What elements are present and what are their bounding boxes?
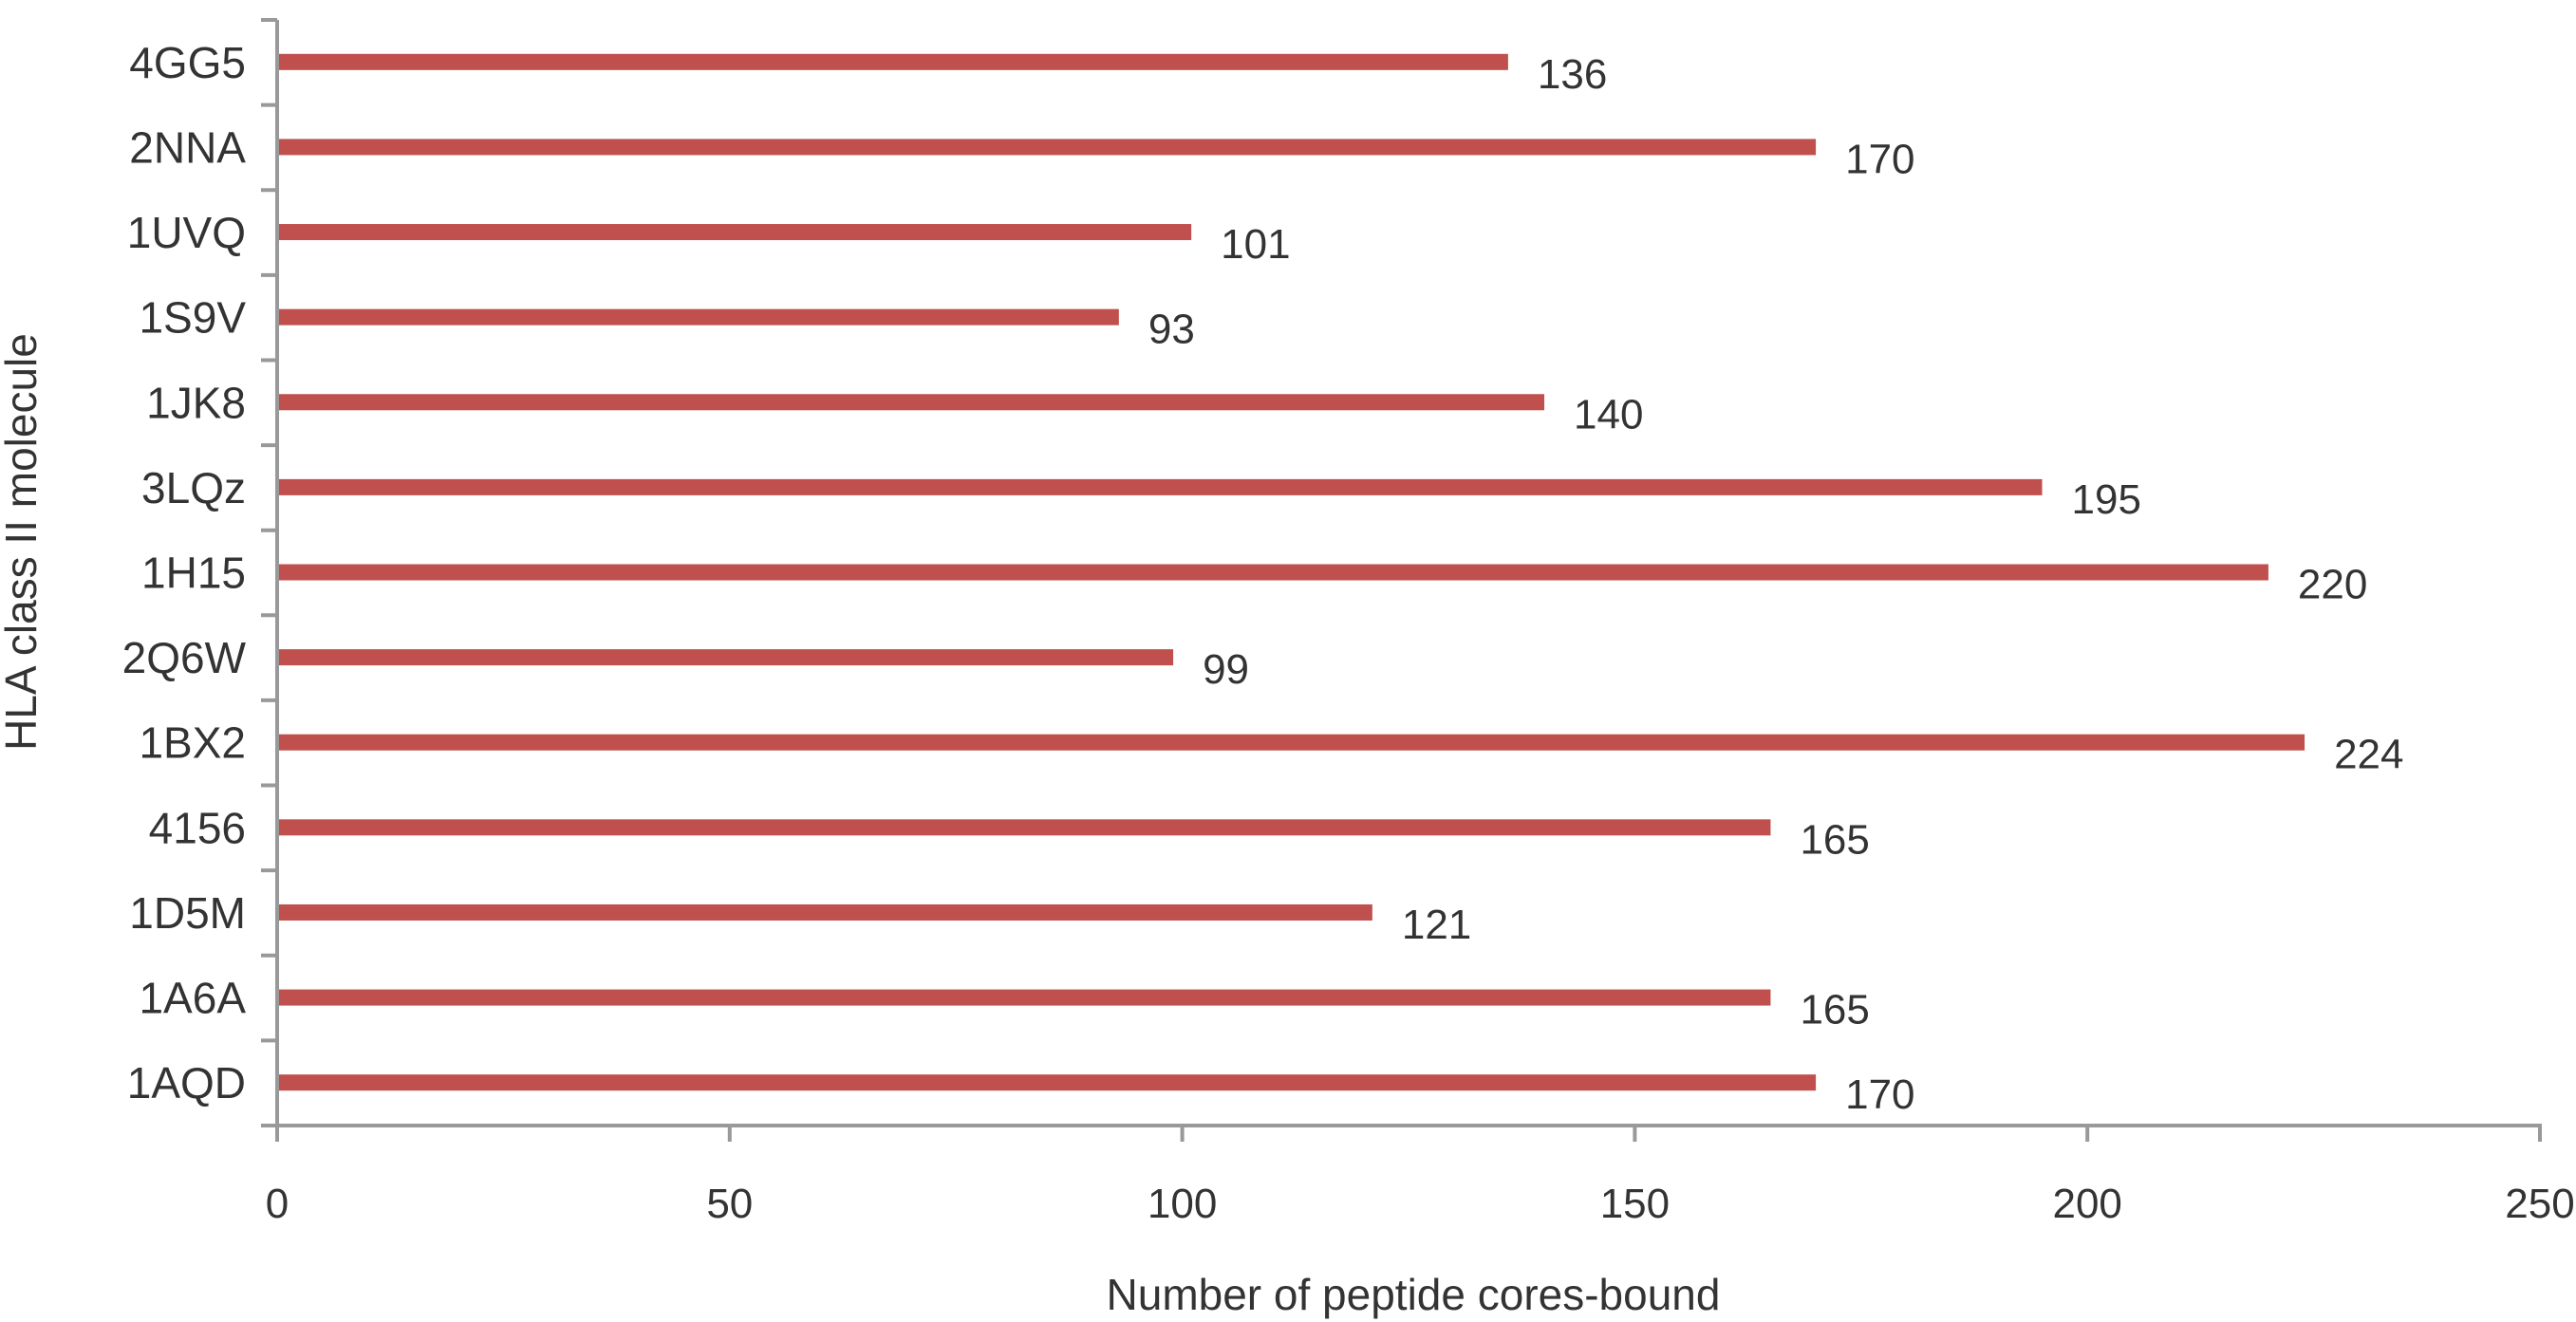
y-tick-label: 2NNA [129,122,246,172]
y-tick-label: 1JK8 [146,378,246,427]
data-label: 136 [1538,51,1607,98]
y-tick-label: 1A6A [139,974,246,1023]
bar-4GG5 [279,53,1508,70]
bar-1D5M [279,903,1372,921]
data-label: 101 [1221,221,1290,268]
bar-1H15 [279,564,2268,581]
data-label: 93 [1148,307,1195,353]
y-tick-label: 1UVQ [127,208,246,257]
data-label: 165 [1800,987,1869,1033]
data-label: 165 [1800,816,1869,863]
y-tick-label: 4GG5 [129,38,246,87]
y-tick-label: 1H15 [141,549,246,598]
x-tick-label: 250 [2505,1181,2574,1227]
bar-1A6A [279,989,1771,1006]
data-label: 140 [1574,391,1643,438]
x-tick-label: 0 [266,1181,289,1227]
data-label: 224 [2334,732,2403,778]
bar-1JK8 [279,394,1545,411]
y-axis-title: HLA class II molecule [0,333,46,751]
x-tick-label: 100 [1148,1181,1217,1227]
x-axis-title: Number of peptide cores-bound [1107,1270,1721,1319]
y-tick-label: 3LQz [141,463,246,512]
x-tick-label: 150 [1600,1181,1670,1227]
bar-3LQz [279,478,2043,495]
data-label: 170 [1845,1071,1914,1118]
bar-1BX2 [279,734,2305,751]
bar-4156 [279,819,1771,836]
y-tick-label: 2Q6W [122,633,247,682]
bar-1S9V [279,308,1119,326]
y-tick-label: 1BX2 [139,718,246,768]
y-tick-label: 1D5M [129,888,246,938]
bar-2Q6W [279,649,1174,666]
data-label: 170 [1845,136,1914,182]
y-tick-label: 1AQD [127,1058,246,1108]
bar-2NNA [279,139,1817,156]
bar-1UVQ [279,224,1192,241]
data-label: 220 [2298,562,2367,608]
data-label: 195 [2072,476,2141,523]
y-tick-label: 1S9V [139,293,246,343]
data-label: 121 [1402,902,1471,948]
bar-1AQD [279,1074,1817,1091]
x-tick-label: 50 [706,1181,753,1227]
y-tick-label: 4156 [149,803,246,852]
data-label: 99 [1203,646,1249,693]
x-tick-label: 200 [2052,1181,2121,1227]
